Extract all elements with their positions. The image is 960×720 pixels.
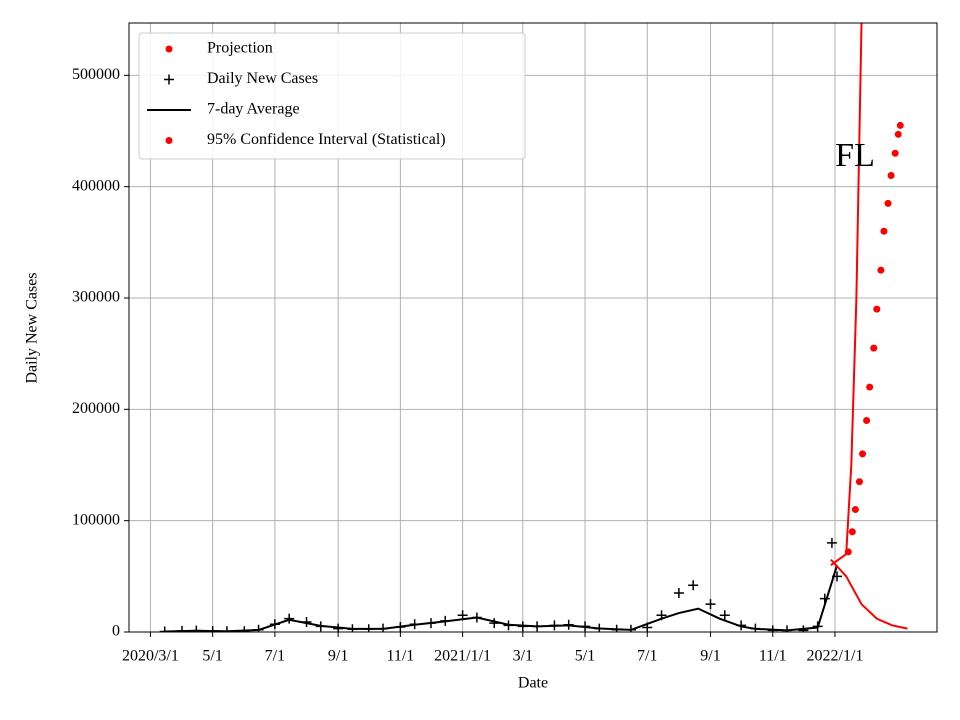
x-tick-label: 9/1 bbox=[328, 648, 348, 665]
y-tick-label: 500000 bbox=[72, 66, 120, 83]
x-axis-label: Date bbox=[518, 675, 548, 692]
legend: Projection Daily New Cases 7-day Average 95… bbox=[138, 32, 526, 160]
plus-marker bbox=[719, 610, 730, 621]
dot-marker bbox=[896, 121, 904, 129]
dot-marker bbox=[884, 199, 892, 207]
axes-frame bbox=[128, 22, 938, 633]
dot-marker bbox=[851, 506, 859, 514]
x-tick-label: 5/1 bbox=[202, 648, 222, 665]
series-line bbox=[830, 23, 863, 567]
plus-marker bbox=[705, 599, 716, 610]
x-tick-label: 11/1 bbox=[759, 648, 787, 665]
dot-marker bbox=[873, 305, 881, 313]
x-tick-label: 2021/1/1 bbox=[434, 648, 491, 665]
legend-marker bbox=[165, 137, 173, 144]
x-tick-label: 5/1 bbox=[575, 648, 595, 665]
dot-marker bbox=[870, 344, 878, 352]
legend-label: Daily New Cases bbox=[207, 70, 318, 87]
axes: 2020/3/1 5/1 7/1 9/1 11/1 2021/1/1 3/1 5/1 7/1 9/… bbox=[72, 66, 863, 665]
dot-marker bbox=[863, 416, 871, 424]
dot-marker bbox=[891, 149, 899, 157]
series-line bbox=[830, 558, 908, 630]
dot-marker bbox=[855, 478, 863, 486]
x-tick-label: 2020/3/1 bbox=[122, 648, 179, 665]
legend-frame bbox=[138, 32, 526, 160]
legend-label: 95% Confidence Interval (Statistical) bbox=[207, 131, 446, 148]
annotation: FL bbox=[835, 137, 875, 174]
legend-label: Projection bbox=[207, 40, 273, 57]
plus-marker bbox=[826, 537, 837, 548]
plus-marker bbox=[284, 613, 295, 624]
legend-marker bbox=[165, 45, 173, 53]
x-tick-label: 2022/1/1 bbox=[807, 648, 864, 665]
dot-marker bbox=[866, 383, 874, 391]
dot-marker bbox=[844, 548, 852, 556]
dot-marker bbox=[894, 130, 902, 138]
x-tick-label: 7/1 bbox=[637, 648, 657, 665]
y-tick-label: 0 bbox=[112, 623, 120, 640]
dot-marker bbox=[880, 227, 888, 235]
legend-label: 7-day Average bbox=[207, 101, 300, 118]
plus-marker bbox=[798, 625, 809, 632]
y-tick-label: 300000 bbox=[72, 289, 120, 306]
dot-marker bbox=[859, 450, 867, 458]
dot-marker bbox=[887, 172, 895, 180]
y-tick-label: 400000 bbox=[72, 177, 120, 194]
plus-marker bbox=[688, 580, 699, 591]
x-tick-label: 9/1 bbox=[700, 648, 720, 665]
x-tick-label: 11/1 bbox=[386, 648, 414, 665]
dot-marker bbox=[848, 528, 856, 536]
y-tick-label: 200000 bbox=[72, 400, 120, 417]
x-tick-label: 7/1 bbox=[265, 648, 285, 665]
plus-marker bbox=[673, 588, 684, 599]
series-line bbox=[164, 564, 838, 632]
y-axis-label: Daily New Cases bbox=[24, 272, 41, 383]
plot-area bbox=[159, 23, 908, 632]
y-tick-label: 100000 bbox=[72, 511, 120, 528]
plus-marker bbox=[164, 74, 174, 85]
dot-marker bbox=[877, 266, 885, 274]
x-tick-label: 3/1 bbox=[513, 648, 533, 665]
